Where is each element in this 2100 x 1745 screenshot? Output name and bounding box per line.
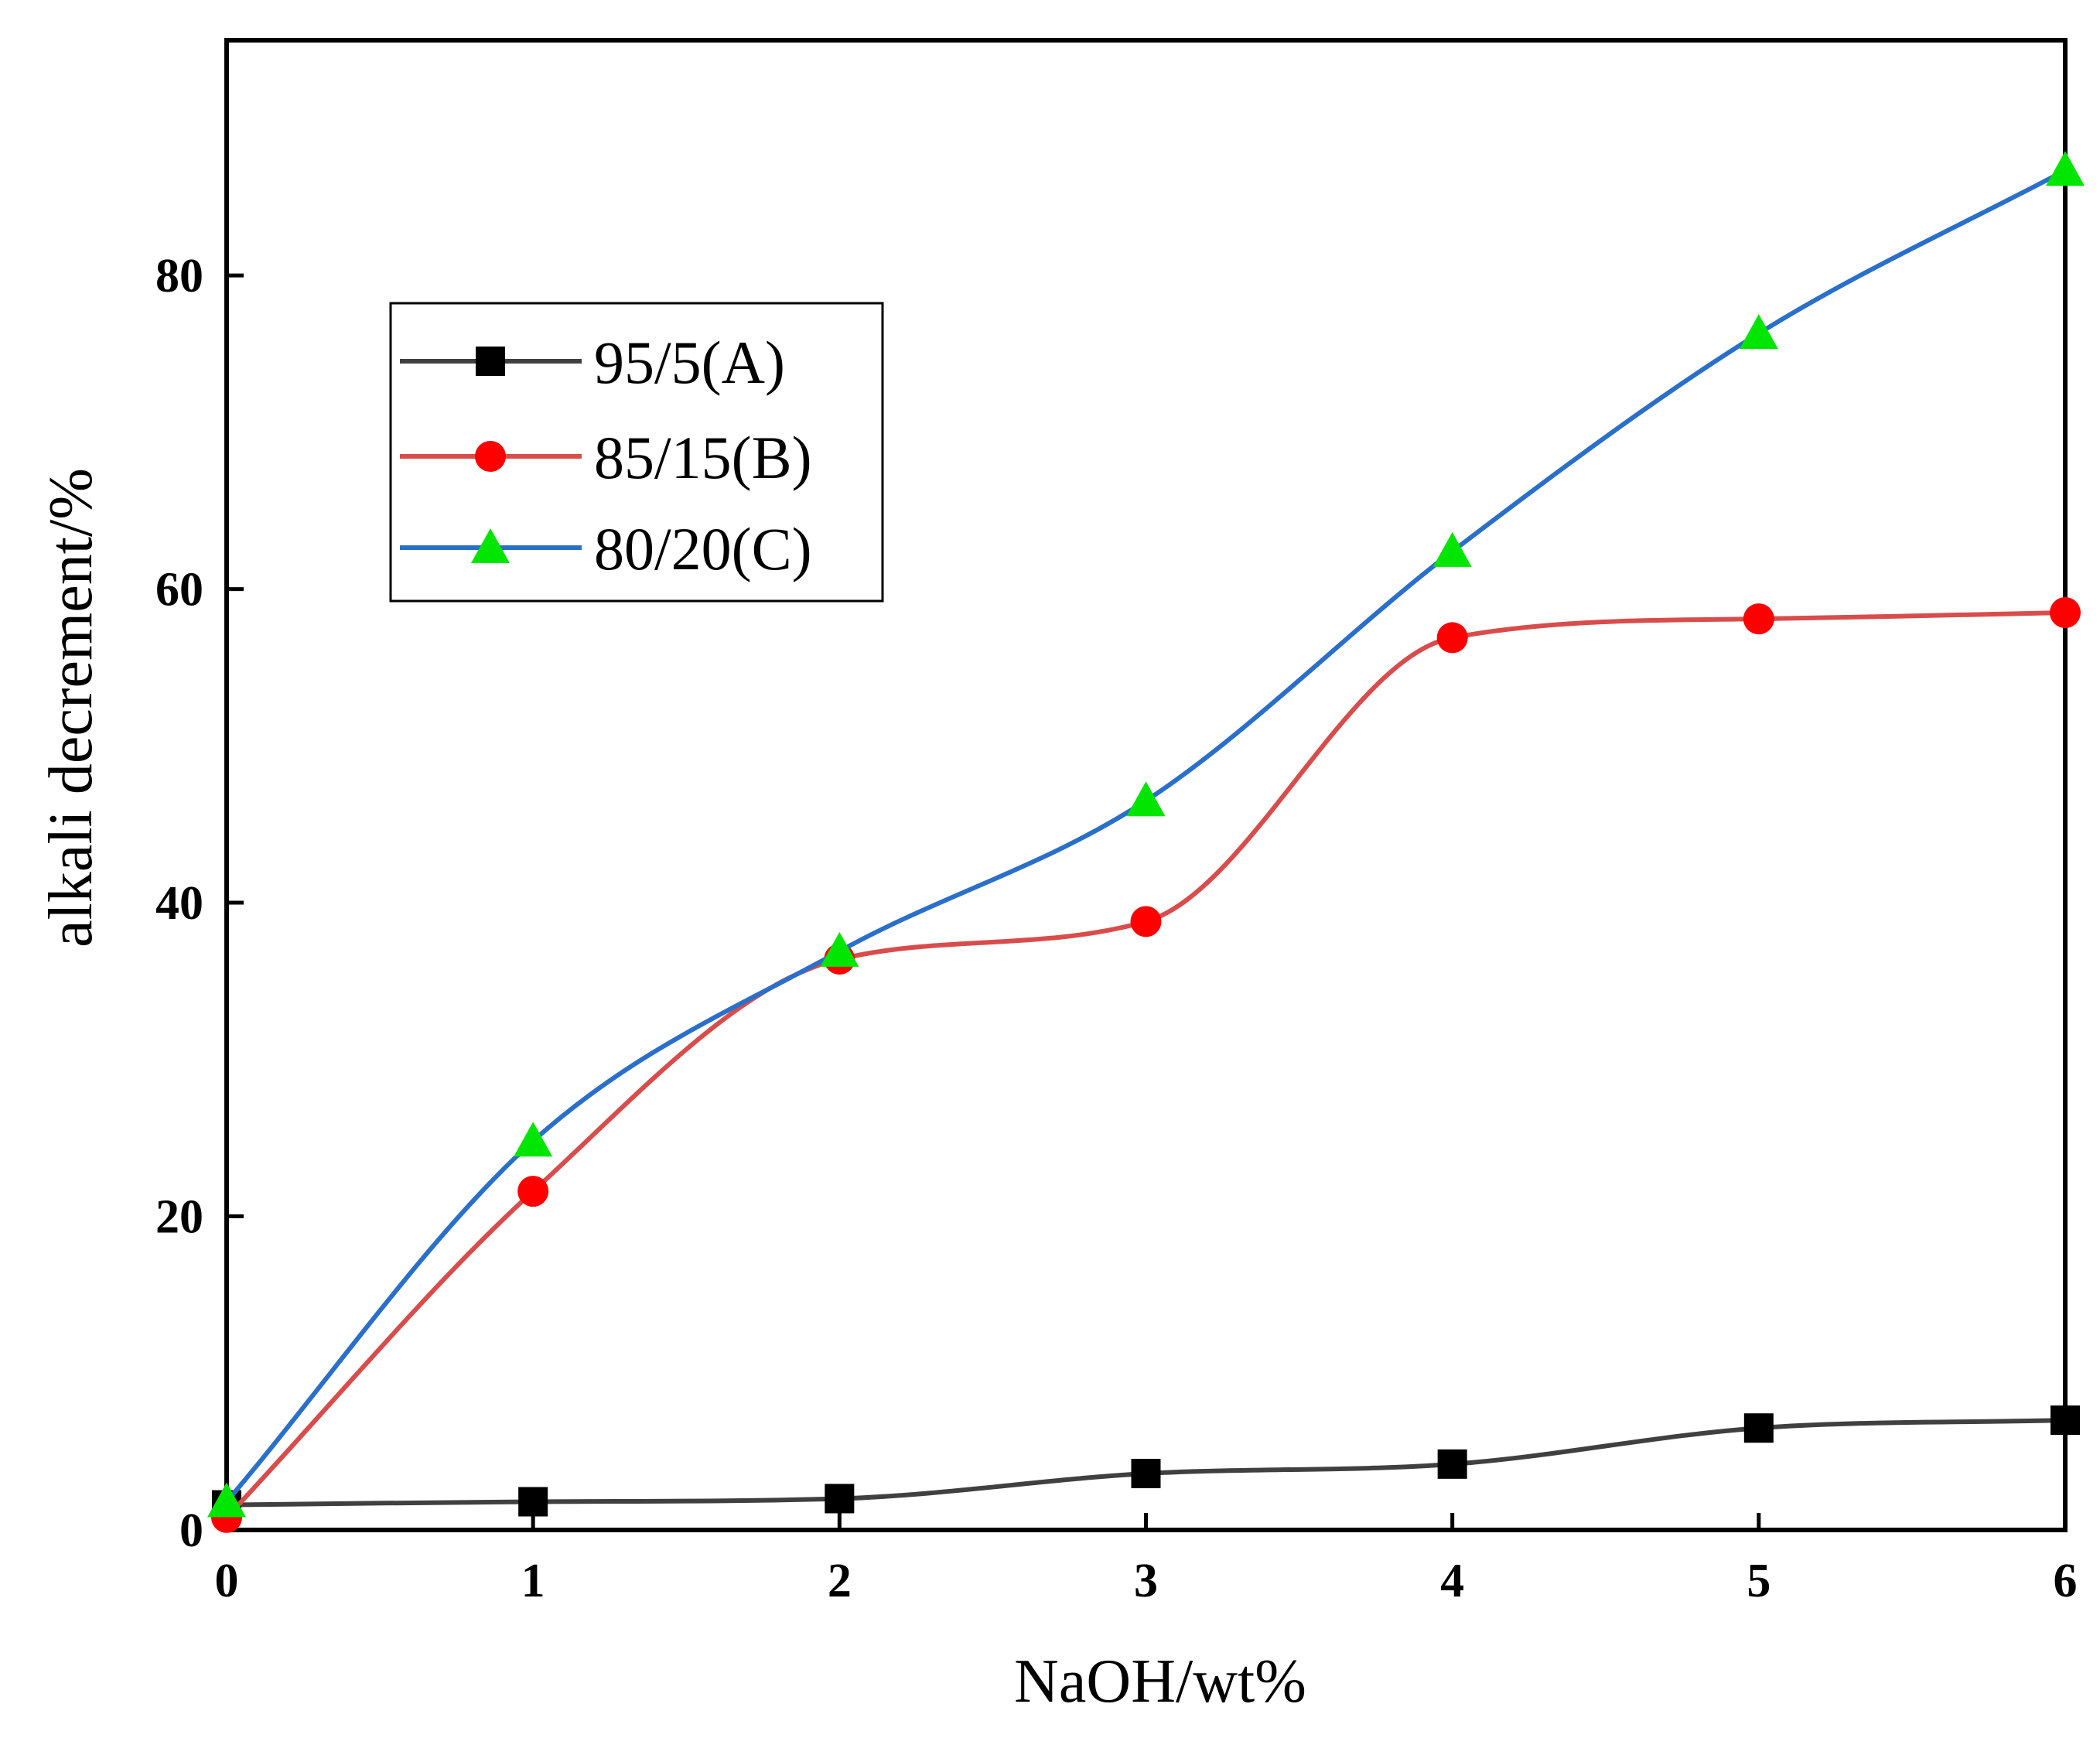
y-axis-ticks: 0 20 40 60 80 <box>155 250 244 1557</box>
x-tick-label-6: 6 <box>2054 1555 2078 1607</box>
series-a-point-2 <box>825 1484 855 1514</box>
series-b-point-4 <box>1436 622 1468 654</box>
series-c-point-2 <box>820 931 859 967</box>
series-a-point-6 <box>2050 1405 2080 1436</box>
series-c-point-0 <box>207 1482 246 1518</box>
series-a-point-5 <box>1743 1413 1774 1443</box>
series-b-point-3 <box>1130 906 1162 937</box>
legend-label-b: 85/15(B) <box>594 424 812 491</box>
x-tick-label-4: 4 <box>1440 1555 1464 1607</box>
y-tick-label-60: 60 <box>155 564 203 616</box>
legend-label-a: 95/5(A) <box>594 329 785 396</box>
x-axis-ticks: 0 1 2 3 4 5 6 <box>215 1513 2078 1607</box>
x-tick-label-0: 0 <box>215 1555 239 1607</box>
legend-marker-c <box>471 528 510 563</box>
series-b-point-6 <box>2050 596 2081 628</box>
series-b-point-5 <box>1743 603 1774 635</box>
x-axis-title: NaOH/wt% <box>1014 1648 1306 1716</box>
legend-label-c: 80/20(C) <box>594 515 812 582</box>
legend: 95/5(A) 85/15(B) 80/20(C) <box>389 302 884 603</box>
series-a-point-3 <box>1131 1459 1161 1489</box>
legend-marker-a <box>476 347 505 376</box>
y-tick-label-0: 0 <box>179 1504 203 1557</box>
series-c-point-5 <box>1739 314 1778 350</box>
series-b-point-1 <box>517 1176 549 1207</box>
x-tick-label-2: 2 <box>828 1555 852 1607</box>
series-c-point-4 <box>1432 531 1472 567</box>
series-a-point-4 <box>1437 1449 1467 1479</box>
series-c-point-1 <box>514 1122 553 1157</box>
legend-marker-b <box>475 441 506 472</box>
series-layer <box>207 151 2085 1533</box>
series-c <box>207 151 2085 1518</box>
series-c-point-6 <box>2046 151 2085 186</box>
legend-box <box>389 302 884 603</box>
x-tick-label-5: 5 <box>1747 1555 1770 1607</box>
y-tick-label-80: 80 <box>155 250 203 302</box>
y-tick-label-20: 20 <box>155 1191 203 1244</box>
series-c-point-3 <box>1126 781 1166 817</box>
y-tick-label-40: 40 <box>155 877 203 930</box>
y-axis-title: alkali decrement/% <box>37 468 105 948</box>
x-tick-label-1: 1 <box>521 1555 545 1607</box>
series-a-point-1 <box>518 1487 548 1517</box>
x-tick-label-3: 3 <box>1134 1555 1158 1607</box>
